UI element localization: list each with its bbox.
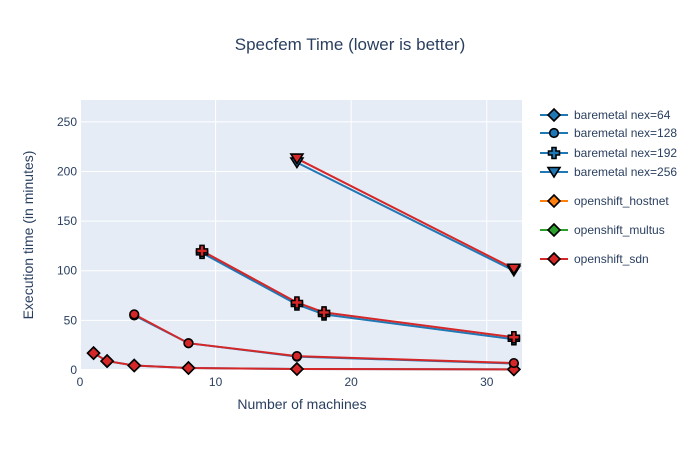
legend-diamond-marker bbox=[546, 107, 562, 123]
x-tick-label: 10 bbox=[209, 375, 223, 389]
legend-diamond-marker bbox=[546, 251, 562, 267]
openshift-sdn-nex-64-point bbox=[86, 345, 101, 361]
legend: baremetal nex=64 baremetal nex=128 baremet… bbox=[540, 107, 677, 267]
legend-item: baremetal nex=64 bbox=[540, 107, 671, 123]
openshift-sdn-nex-64-point bbox=[506, 362, 521, 377]
x-tick-label: 30 bbox=[480, 375, 494, 389]
baremetal-nex-256-line bbox=[296, 161, 515, 272]
openshift-sdn-nex-128-line bbox=[133, 313, 514, 365]
legend-label: openshift_multus bbox=[574, 223, 665, 237]
x-tick-label: 0 bbox=[77, 375, 84, 389]
legend-cross-marker bbox=[547, 146, 561, 160]
legend-item: openshift_hostnet bbox=[540, 193, 669, 209]
openshift-sdn-nex-128-point bbox=[129, 309, 140, 320]
openshift-sdn-nex-128-point bbox=[183, 338, 194, 349]
x-axis-label: Number of machines bbox=[237, 396, 366, 412]
y-tick-label: 150 bbox=[57, 214, 77, 228]
y-tick-label: 50 bbox=[64, 313, 78, 327]
openshift-sdn-nex-192-point bbox=[290, 296, 304, 309]
legend-item: baremetal nex=256 bbox=[540, 165, 677, 179]
y-tick-label: 200 bbox=[57, 164, 77, 178]
legend-triangle-down-marker bbox=[546, 166, 562, 179]
legend-label: baremetal nex=256 bbox=[574, 165, 677, 179]
x-tick-label: 20 bbox=[344, 375, 358, 389]
chart-title: Specfem Time (lower is better) bbox=[235, 35, 466, 54]
axis-ticks: 0 10 20 30 0 50 100 150 200 250 bbox=[57, 115, 494, 389]
legend-item: baremetal nex=192 bbox=[540, 146, 677, 160]
y-tick-label: 0 bbox=[70, 363, 77, 377]
y-tick-label: 100 bbox=[57, 264, 77, 278]
legend-label: baremetal nex=128 bbox=[574, 126, 677, 140]
legend-item: baremetal nex=128 bbox=[540, 126, 677, 140]
legend-item: openshift_sdn bbox=[540, 251, 649, 267]
legend-item: openshift_multus bbox=[540, 222, 665, 238]
openshift-sdn-nex-64-point bbox=[99, 353, 115, 369]
openshift-sdn-nex-192-point bbox=[317, 306, 331, 319]
openshift-sdn-nex-64-point bbox=[181, 360, 196, 376]
openshift-sdn-nex-64-point bbox=[127, 358, 142, 373]
openshift-sdn-nex-192-point bbox=[195, 244, 209, 258]
baremetal-nex-192-line bbox=[201, 251, 514, 341]
legend-diamond-marker bbox=[546, 222, 562, 238]
legend-circle-marker bbox=[548, 127, 560, 139]
legend-diamond-marker bbox=[546, 193, 562, 209]
openshift-sdn-nex-64-point bbox=[289, 361, 305, 377]
openshift-sdn-nex-192-point bbox=[507, 330, 521, 344]
series-markers bbox=[86, 153, 522, 377]
legend-label: baremetal nex=64 bbox=[574, 108, 671, 122]
legend-label: openshift_hostnet bbox=[574, 194, 669, 208]
openshift-sdn-nex-256-line bbox=[296, 157, 515, 270]
y-tick-label: 250 bbox=[57, 115, 77, 129]
y-axis-label: Execution time (in minutes) bbox=[20, 151, 36, 320]
openshift-sdn-nex-128-point bbox=[291, 351, 303, 362]
openshift-sdn-nex-128-point bbox=[508, 357, 519, 369]
openshift-sdn-nex-256-point bbox=[506, 263, 522, 276]
openshift-sdn-nex-192-line bbox=[201, 250, 514, 339]
legend-label: openshift_sdn bbox=[574, 252, 649, 266]
legend-label: baremetal nex=192 bbox=[574, 146, 677, 160]
openshift-sdn-nex-256-point bbox=[289, 153, 305, 166]
